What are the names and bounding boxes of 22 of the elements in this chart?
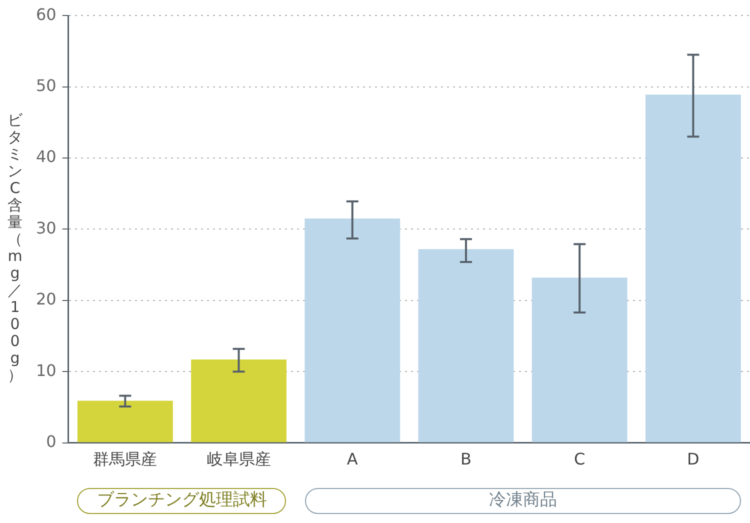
x-tick-label: 岐阜県産	[206, 450, 271, 469]
y-tick-label: 0	[46, 432, 56, 451]
bar	[418, 249, 514, 442]
bar	[645, 94, 741, 442]
x-tick-label: C	[574, 450, 586, 469]
y-tick-label: 10	[36, 360, 56, 380]
y-tick-label: 50	[36, 76, 56, 95]
text: ブランチング処理試料	[77, 488, 286, 514]
x-tick-label: A	[346, 450, 358, 469]
y-tick-label: 40	[36, 147, 56, 166]
bar	[304, 218, 400, 442]
x-tick-label: B	[460, 450, 472, 469]
bar	[532, 278, 628, 442]
x-tick-label: 群馬県産	[93, 450, 158, 469]
text: ビタミンC含量（mg／100g）	[8, 111, 22, 384]
y-tick-label: 20	[36, 290, 56, 309]
text: 冷凍商品	[304, 488, 741, 514]
x-tick-label: D	[687, 450, 700, 469]
bar	[77, 400, 173, 442]
bar	[191, 359, 286, 442]
y-tick-label: 30	[36, 218, 56, 238]
y-tick-label: 60	[36, 4, 56, 24]
